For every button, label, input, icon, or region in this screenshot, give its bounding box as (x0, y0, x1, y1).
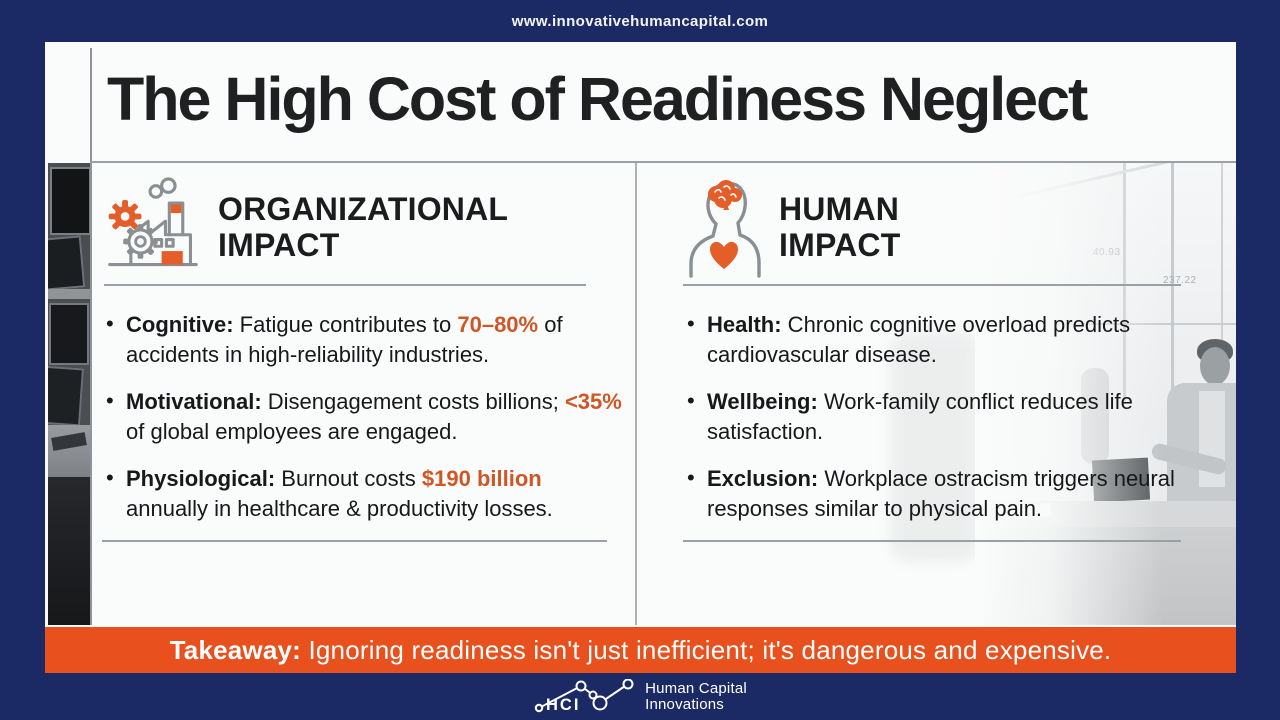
factory-gears-icon (108, 177, 198, 267)
organizational-impact-column: ORGANIZATIONAL IMPACT Cognitive: Fatigue… (102, 176, 624, 543)
heading-line-2: IMPACT (779, 227, 901, 263)
bullet-highlight: <35% (564, 388, 622, 414)
website-url: www.innovativehumancapital.com (511, 12, 769, 30)
human-impact-column: HUMAN IMPACT Health: Chronic cognitive o… (683, 176, 1181, 543)
left-accent-line (90, 48, 92, 625)
photo-shelf (48, 289, 91, 299)
column-divider (635, 163, 637, 625)
bullet-text: Fatigue contributes to (233, 312, 458, 337)
bullet-text: of global employees are engaged. (126, 418, 458, 444)
heading-line-1: ORGANIZATIONAL (218, 191, 509, 228)
control-room-photo (48, 163, 91, 625)
faded-photo-blob (890, 332, 980, 562)
bullet-exclusion: Exclusion: Workplace ostracism triggers … (683, 463, 1181, 524)
top-url-bar: www.innovativehumancapital.com (0, 0, 1280, 42)
bullet-motivational: Motivational: Disengagement costs billio… (102, 386, 624, 447)
bullet-physiological: Physiological: Burnout costs $190 billio… (102, 463, 624, 524)
column-header: ORGANIZATIONAL IMPACT (102, 176, 624, 280)
header-underline (683, 284, 1181, 286)
bullet-lead: Wellbeing: (707, 388, 818, 414)
title-divider (90, 161, 1236, 163)
bullet-list: Cognitive: Fatigue contributes to 70–80%… (102, 309, 624, 524)
footer-brand: HCI Human Capital Innovations (0, 673, 1280, 720)
heading-line-2: IMPACT (218, 227, 340, 263)
bullet-text: Work-family conflict reduces life satisf… (707, 388, 1133, 444)
bullet-list: Health: Chronic cognitive overload predi… (683, 309, 1181, 524)
header-underline (104, 284, 586, 286)
bullet-text: Workplace ostracism triggers neural resp… (707, 465, 1175, 521)
heading-line-1: HUMAN (779, 191, 900, 228)
photo-monitor (48, 235, 86, 291)
bullet-lead: Cognitive: (126, 312, 234, 337)
bullet-highlight: $190 billion (421, 465, 542, 491)
bullet-lead: Health: (707, 312, 782, 337)
bullet-lead: Physiological: (126, 465, 276, 491)
column-heading: HUMAN IMPACT (779, 191, 901, 264)
takeaway-lead: Takeaway: (169, 634, 302, 665)
bullet-lead: Motivational: (126, 388, 262, 414)
bullet-text: Burnout costs (275, 465, 422, 491)
person-brain-heart-icon (689, 180, 761, 278)
bullet-lead: Exclusion: (707, 465, 819, 491)
page-title: The High Cost of Readiness Neglect (107, 65, 1088, 133)
column-header: HUMAN IMPACT (683, 176, 1181, 280)
bullet-highlight: 70–80% (457, 312, 539, 337)
bullet-text: Disengagement costs billions; (261, 388, 565, 414)
column-bottom-line (683, 540, 1181, 543)
photo-monitor (49, 303, 89, 365)
takeaway-bar: Takeaway: Ignoring readiness isn't just … (45, 627, 1236, 673)
column-bottom-line (102, 540, 607, 543)
photo-chair (48, 477, 91, 625)
takeaway-text: Takeaway: Ignoring readiness isn't just … (170, 635, 1112, 666)
column-heading: ORGANIZATIONAL IMPACT (218, 191, 509, 264)
hci-network-logo-icon: HCI (534, 678, 634, 714)
photo-monitor (48, 365, 84, 427)
takeaway-body: Ignoring readiness isn't just inefficien… (301, 634, 1112, 665)
brand-name: Human Capital Innovations (645, 681, 747, 712)
bullet-health: Health: Chronic cognitive overload predi… (683, 309, 1181, 370)
bullet-wellbeing: Wellbeing: Work-family conflict reduces … (683, 386, 1181, 447)
bullet-text: of accidents in high-reliability industr… (126, 312, 563, 367)
bullet-text: annually in healthcare & productivity lo… (126, 495, 553, 521)
brand-line-1: Human Capital (645, 679, 747, 697)
logo-acronym: HCI (546, 696, 580, 714)
slide-canvas: 40.93 237.22 The High Cost of Readiness … (45, 42, 1236, 627)
bullet-cognitive: Cognitive: Fatigue contributes to 70–80%… (102, 309, 624, 370)
photo-monitor (50, 167, 91, 235)
brand-line-2: Innovations (645, 695, 724, 713)
bullet-text: Chronic cognitive overload predicts card… (707, 312, 1131, 367)
